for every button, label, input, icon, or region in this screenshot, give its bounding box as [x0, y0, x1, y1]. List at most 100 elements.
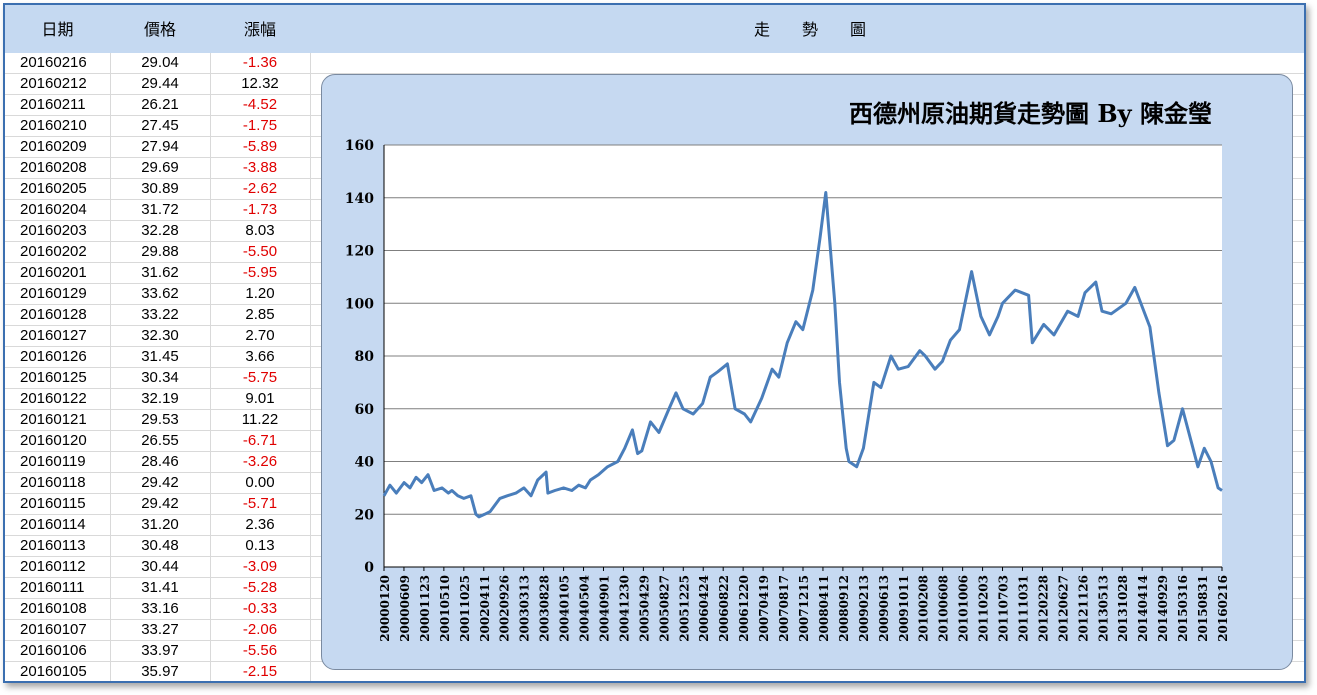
change-cell[interactable]: 12.32: [241, 75, 279, 92]
date-cell[interactable]: 20160120: [20, 432, 87, 449]
date-cell[interactable]: 20160106: [20, 642, 87, 659]
date-cell[interactable]: 20160122: [20, 390, 87, 407]
change-cell[interactable]: -5.56: [242, 642, 278, 659]
price-cell[interactable]: 33.97: [141, 642, 179, 659]
change-cell[interactable]: -0.33: [242, 600, 278, 617]
date-cell[interactable]: 20160112: [20, 558, 86, 575]
price-column-header[interactable]: 價格: [143, 20, 176, 39]
trend-header[interactable]: 走 勢 圖: [753, 20, 866, 39]
date-cell[interactable]: 20160126: [20, 348, 87, 365]
price-cell[interactable]: 35.97: [141, 663, 179, 680]
date-cell[interactable]: 20160211: [20, 96, 86, 113]
price-cell[interactable]: 31.72: [141, 201, 179, 218]
date-cell[interactable]: 20160205: [20, 180, 87, 197]
change-cell[interactable]: 3.66: [245, 348, 275, 365]
date-cell[interactable]: 20160202: [20, 243, 87, 260]
date-column-header[interactable]: 日期: [41, 20, 74, 39]
date-cell[interactable]: 20160127: [20, 327, 87, 344]
price-cell[interactable]: 29.44: [141, 75, 179, 92]
change-cell[interactable]: -5.75: [242, 369, 278, 386]
price-cell[interactable]: 33.62: [141, 285, 179, 302]
date-cell[interactable]: 20160212: [20, 75, 87, 92]
date-cell[interactable]: 20160209: [20, 138, 87, 155]
change-cell[interactable]: 2.36: [245, 516, 275, 533]
price-cell[interactable]: 26.55: [141, 432, 179, 449]
change-cell[interactable]: -5.95: [242, 264, 278, 281]
price-cell[interactable]: 30.44: [141, 558, 179, 575]
date-cell[interactable]: 20160201: [20, 264, 87, 281]
price-cell[interactable]: 32.30: [141, 327, 179, 344]
price-cell[interactable]: 31.20: [141, 516, 179, 533]
chart-panel[interactable]: 0 20 40 60 80 100 120 140 160 20000120 20000609 200…: [321, 74, 1293, 670]
x-tick-label: 20051225: [677, 575, 691, 642]
price-cell[interactable]: 30.89: [141, 180, 179, 197]
change-cell[interactable]: 11.22: [241, 411, 279, 428]
price-cell[interactable]: 29.42: [141, 474, 179, 491]
price-cell[interactable]: 30.34: [141, 369, 179, 386]
change-cell[interactable]: -5.89: [242, 138, 278, 155]
price-cell[interactable]: 31.41: [141, 579, 179, 596]
change-cell[interactable]: 0.00: [245, 474, 275, 491]
y-tick-label: 40: [355, 455, 375, 471]
price-cell[interactable]: 32.19: [141, 390, 179, 407]
price-cell[interactable]: 31.62: [141, 264, 179, 281]
change-cell[interactable]: 2.85: [245, 306, 275, 323]
change-cell[interactable]: -2.15: [242, 663, 278, 680]
change-cell[interactable]: -1.73: [242, 201, 278, 218]
price-cell[interactable]: 28.46: [141, 453, 179, 470]
date-cell[interactable]: 20160128: [20, 306, 87, 323]
change-cell[interactable]: -3.09: [242, 558, 278, 575]
date-cell[interactable]: 20160114: [20, 516, 86, 533]
change-cell[interactable]: 8.03: [245, 222, 275, 239]
change-cell[interactable]: -1.36: [242, 54, 278, 71]
change-cell[interactable]: 9.01: [245, 390, 275, 407]
date-cell[interactable]: 20160125: [20, 369, 87, 386]
change-cell[interactable]: -3.88: [242, 159, 278, 176]
price-cell[interactable]: 26.21: [141, 96, 179, 113]
price-cell[interactable]: 33.16: [141, 600, 179, 617]
date-cell[interactable]: 20160108: [20, 600, 87, 617]
price-cell[interactable]: 33.27: [141, 621, 179, 638]
date-cell[interactable]: 20160204: [20, 201, 87, 218]
date-cell[interactable]: 20160107: [20, 621, 87, 638]
table-row[interactable]: 20160216 29.04 -1.36: [5, 53, 1304, 74]
price-cell[interactable]: 29.88: [141, 243, 179, 260]
date-cell[interactable]: 20160121: [20, 411, 87, 428]
change-cell[interactable]: -2.62: [242, 180, 278, 197]
change-cell[interactable]: -5.71: [242, 495, 278, 512]
price-cell[interactable]: 27.94: [141, 138, 179, 155]
date-cell[interactable]: 20160210: [20, 117, 87, 134]
date-cell[interactable]: 20160113: [20, 537, 86, 554]
date-cell[interactable]: 20160105: [20, 663, 87, 680]
change-cell[interactable]: -3.26: [242, 453, 278, 470]
table-row[interactable]: 20160105 35.97 -2.15: [5, 662, 1304, 681]
change-cell[interactable]: 2.70: [245, 327, 275, 344]
change-cell[interactable]: -2.06: [242, 621, 278, 638]
price-cell[interactable]: 29.69: [141, 159, 179, 176]
price-cell[interactable]: 32.28: [141, 222, 179, 239]
price-cell[interactable]: 29.04: [141, 54, 179, 71]
price-cell[interactable]: 29.53: [141, 411, 179, 428]
date-cell[interactable]: 20160208: [20, 159, 87, 176]
date-cell[interactable]: 20160216: [20, 54, 87, 71]
price-cell[interactable]: 27.45: [141, 117, 179, 134]
change-cell[interactable]: 0.13: [245, 537, 275, 554]
date-cell[interactable]: 20160129: [20, 285, 87, 302]
change-cell[interactable]: 1.20: [245, 285, 275, 302]
date-cell[interactable]: 20160115: [20, 495, 86, 512]
price-cell[interactable]: 30.48: [141, 537, 179, 554]
date-cell[interactable]: 20160203: [20, 222, 87, 239]
date-cell[interactable]: 20160111: [20, 579, 85, 596]
date-cell[interactable]: 20160118: [20, 474, 86, 491]
change-cell[interactable]: -5.50: [242, 243, 278, 260]
price-cell[interactable]: 33.22: [141, 306, 179, 323]
change-cell[interactable]: -6.71: [242, 432, 278, 449]
price-cell[interactable]: 31.45: [141, 348, 179, 365]
change-column-header[interactable]: 漲幅: [243, 20, 276, 39]
change-cell[interactable]: -1.75: [242, 117, 278, 134]
change-cell[interactable]: -5.28: [242, 579, 278, 596]
y-tick-label: 160: [345, 138, 374, 154]
change-cell[interactable]: -4.52: [242, 96, 278, 113]
price-cell[interactable]: 29.42: [141, 495, 179, 512]
date-cell[interactable]: 20160119: [20, 453, 86, 470]
